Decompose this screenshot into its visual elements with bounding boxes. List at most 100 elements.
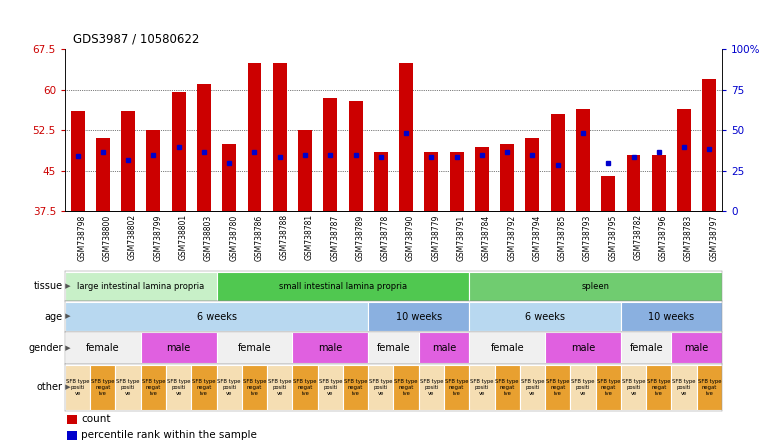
Bar [469, 302, 621, 331]
Text: GSM738787: GSM738787 [330, 214, 339, 261]
Text: GSM738803: GSM738803 [204, 214, 213, 261]
Text: GDS3987 / 10580622: GDS3987 / 10580622 [73, 33, 199, 46]
Bar [197, 84, 211, 211]
Text: SFB type
negat
ive: SFB type negat ive [141, 379, 165, 396]
Bar [425, 152, 439, 211]
Text: small intestinal lamina propria: small intestinal lamina propria [279, 282, 407, 291]
Text: SFB type
positi
ve: SFB type positi ve [622, 379, 646, 396]
Bar [267, 365, 293, 410]
Text: SFB type
negat
ive: SFB type negat ive [495, 379, 519, 396]
Bar [348, 101, 362, 211]
Bar [646, 365, 672, 410]
Text: SFB type
negat
ive: SFB type negat ive [394, 379, 418, 396]
Text: count: count [82, 414, 111, 424]
Bar [273, 63, 286, 211]
Text: GSM738799: GSM738799 [154, 214, 163, 261]
Text: spleen: spleen [581, 282, 610, 291]
Text: GSM738785: GSM738785 [558, 214, 567, 261]
Text: ▶: ▶ [63, 283, 70, 289]
Bar [601, 176, 615, 211]
Text: 10 weeks: 10 weeks [649, 312, 694, 321]
Text: other: other [37, 382, 63, 392]
Bar [526, 139, 539, 211]
Bar [166, 365, 191, 410]
Bar [216, 365, 242, 410]
Bar [621, 302, 722, 331]
Bar [368, 365, 393, 410]
Text: GSM738781: GSM738781 [305, 214, 314, 261]
Bar [115, 365, 141, 410]
Text: SFB type
negat
ive: SFB type negat ive [698, 379, 721, 396]
Text: tissue: tissue [34, 281, 63, 291]
Text: female: female [377, 343, 410, 353]
Text: SFB type
negat
ive: SFB type negat ive [344, 379, 367, 396]
Bar [469, 272, 722, 301]
Text: SFB type
positi
ve: SFB type positi ve [319, 379, 342, 396]
Bar [222, 144, 236, 211]
Bar [191, 365, 216, 410]
Bar [343, 365, 368, 410]
Bar [419, 332, 469, 364]
Text: SFB type
positi
ve: SFB type positi ve [419, 379, 443, 396]
Text: GSM738792: GSM738792 [507, 214, 516, 261]
Text: SFB type
negat
ive: SFB type negat ive [91, 379, 115, 396]
Bar [293, 332, 368, 364]
Bar [494, 365, 520, 410]
Text: male: male [167, 343, 191, 353]
Text: SFB type
negat
ive: SFB type negat ive [445, 379, 468, 396]
Text: male: male [432, 343, 456, 353]
Text: female: female [490, 343, 524, 353]
Bar [248, 63, 261, 211]
Text: percentile rank within the sample: percentile rank within the sample [82, 430, 257, 440]
Text: GSM738780: GSM738780 [229, 214, 238, 261]
Bar [621, 332, 672, 364]
Bar [141, 365, 166, 410]
Bar [571, 365, 596, 410]
Bar [368, 302, 469, 331]
Text: SFB type
negat
ive: SFB type negat ive [647, 379, 671, 396]
Text: gender: gender [28, 343, 63, 353]
Bar [70, 111, 85, 211]
Text: GSM738782: GSM738782 [633, 214, 643, 261]
Text: SFB type
positi
ve: SFB type positi ve [470, 379, 494, 396]
Bar [545, 365, 571, 410]
Bar [172, 92, 186, 211]
Text: male: male [318, 343, 342, 353]
Text: age: age [44, 312, 63, 321]
Text: SFB type
positi
ve: SFB type positi ve [268, 379, 292, 396]
Bar [368, 332, 419, 364]
Text: SFB type
negat
ive: SFB type negat ive [293, 379, 317, 396]
Text: SFB type
positi
ve: SFB type positi ve [521, 379, 544, 396]
Text: GSM738798: GSM738798 [78, 214, 86, 261]
Bar [90, 365, 115, 410]
Text: ▶: ▶ [63, 345, 70, 351]
Text: SFB type
negat
ive: SFB type negat ive [546, 379, 569, 396]
Bar [65, 272, 216, 301]
Bar [500, 144, 514, 211]
Text: GSM738795: GSM738795 [608, 214, 617, 261]
Bar [702, 79, 717, 211]
Bar [67, 431, 76, 440]
Text: GSM738791: GSM738791 [457, 214, 465, 261]
Bar [121, 111, 135, 211]
Text: 6 weeks: 6 weeks [196, 312, 237, 321]
Text: GSM738793: GSM738793 [583, 214, 592, 261]
Bar [216, 272, 469, 301]
Bar [469, 332, 545, 364]
Text: GSM738778: GSM738778 [380, 214, 390, 261]
Bar [551, 114, 565, 211]
Text: male: male [571, 343, 595, 353]
Bar [323, 98, 337, 211]
Bar [242, 365, 267, 410]
Bar [576, 109, 590, 211]
Text: female: female [238, 343, 271, 353]
Bar [393, 365, 419, 410]
Text: SFB type
positi
ve: SFB type positi ve [369, 379, 393, 396]
Text: SFB type
negat
ive: SFB type negat ive [243, 379, 266, 396]
Text: 10 weeks: 10 weeks [396, 312, 442, 321]
Bar [67, 415, 76, 424]
Text: SFB type
positi
ve: SFB type positi ve [672, 379, 696, 396]
Text: GSM738796: GSM738796 [659, 214, 668, 261]
Bar [697, 365, 722, 410]
Bar [65, 302, 368, 331]
